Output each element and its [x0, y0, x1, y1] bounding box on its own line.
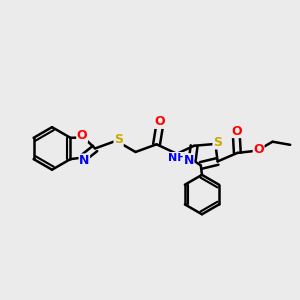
Text: S: S: [114, 134, 123, 146]
Text: NH: NH: [168, 152, 187, 163]
Text: O: O: [77, 129, 88, 142]
Text: N: N: [79, 154, 89, 167]
Text: S: S: [213, 136, 222, 149]
Text: O: O: [154, 116, 165, 128]
Text: O: O: [231, 124, 242, 137]
Text: N: N: [183, 154, 194, 167]
Text: O: O: [253, 143, 264, 156]
